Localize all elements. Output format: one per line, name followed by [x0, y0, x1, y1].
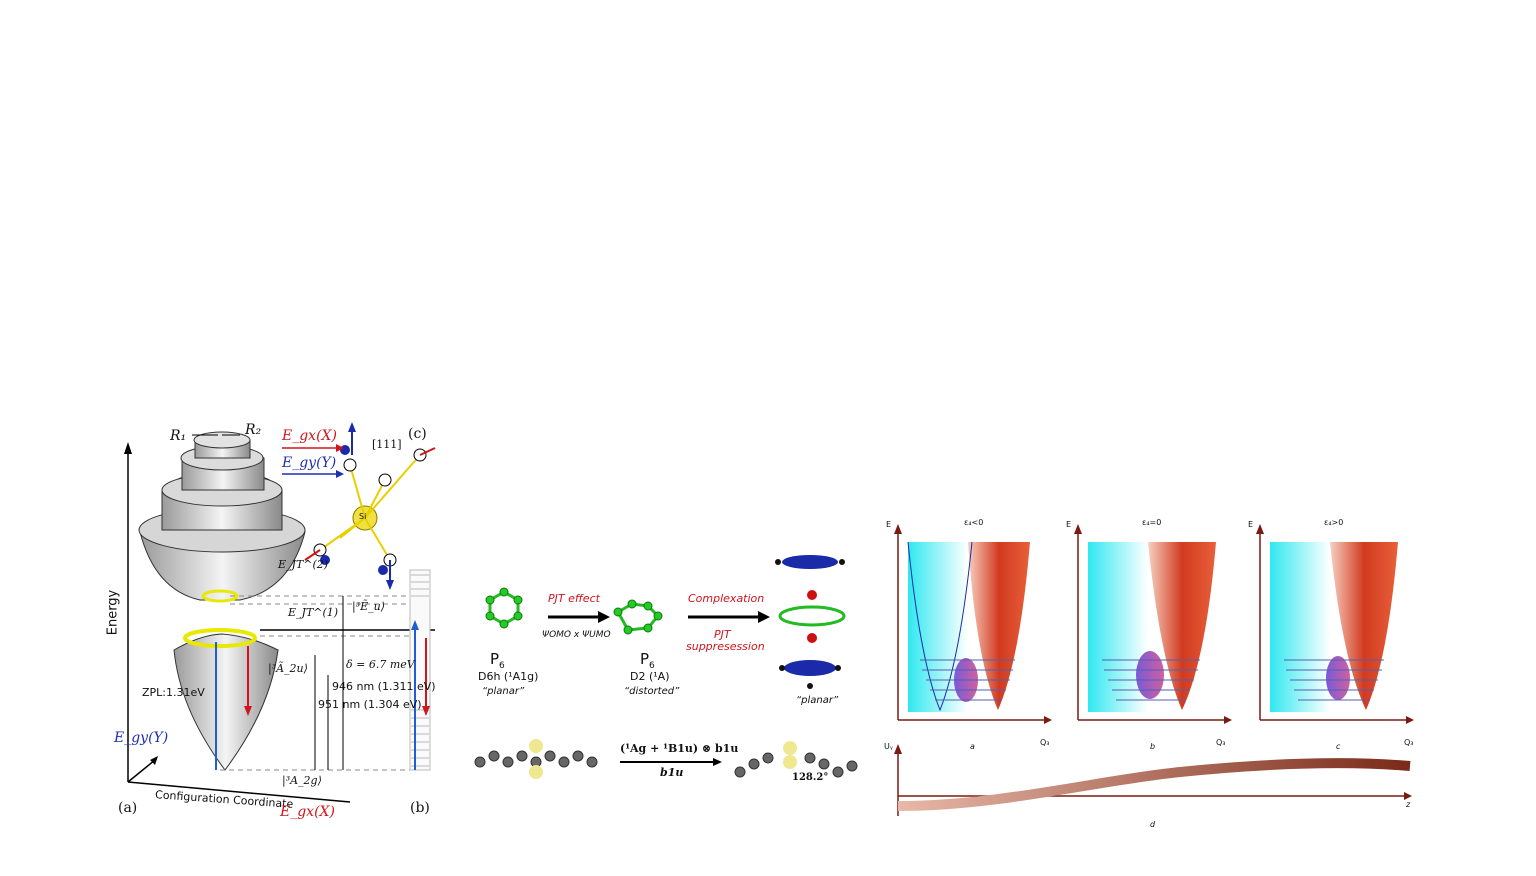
- letter-a: a: [970, 742, 975, 751]
- delta-label: δ = 6.7 meV: [346, 658, 415, 671]
- a2g-state-label: |³A_2g⟩: [282, 774, 322, 787]
- si-atom-label: Si: [359, 512, 367, 521]
- label-b: (b): [410, 800, 430, 816]
- u-axis-label: Uᵧ: [884, 742, 893, 751]
- e-axis-b: E: [1066, 520, 1072, 529]
- panel-b-pjt-diagram: P6 D6h (¹A1g) “planar” PJT effect ΨOMO x…: [460, 550, 870, 800]
- eu-state-label: |³Ẽ_u⟩: [352, 600, 386, 613]
- energy-axis-label: Energy: [105, 589, 121, 636]
- egy-top-label: E_gy(Y): [282, 455, 337, 471]
- label-c: (c): [408, 426, 427, 442]
- complexation-label: Complexation: [688, 592, 765, 605]
- label-a: (a): [118, 800, 138, 816]
- egy-left-label: E_gy(Y): [114, 730, 169, 746]
- distorted-label: “distorted”: [624, 686, 680, 697]
- ejt2-label: E_JT^(2): [278, 558, 329, 571]
- r1-label: R₁: [170, 428, 187, 444]
- symmetry-mid-label: D2 (¹A): [630, 670, 670, 683]
- panel-a-energy-diagram: Energy Configuration Coordinate R₁ R₂ E_…: [100, 410, 445, 830]
- eps-a-label: ε₄<0: [964, 518, 984, 527]
- egx-bottom-label: E_gx(X): [280, 804, 335, 820]
- d-label: d: [1150, 820, 1156, 829]
- p6-mid-label: P6: [640, 650, 655, 671]
- zpl-label: ZPL:1.31eV: [142, 686, 205, 699]
- reaction-top-label: (¹Ag + ¹B1u) ⊗ b1u: [620, 742, 739, 755]
- nm946-label: 946 nm (1.311 eV): [332, 680, 436, 693]
- r2-label: R₂: [245, 422, 262, 438]
- symmetry-left-label: D6h (¹A1g): [478, 670, 539, 683]
- dir-111-label: [111]: [372, 438, 402, 451]
- planar-right-label: “planar”: [796, 695, 839, 706]
- p6-left-label: P6: [490, 650, 505, 671]
- panel-b-graphics: [474, 555, 858, 779]
- z-axis-label: z: [1406, 800, 1411, 809]
- panel-c-potential-plots: ε₄<0 ε₄=0 ε₄>0 E E E a b c Q₃ Q₃ Q₃ Uᵧ z…: [880, 510, 1420, 840]
- a2u-state-label: |³Ã_2u⟩: [268, 662, 308, 675]
- plot-b-graphics: [1074, 524, 1232, 724]
- eps-b-label: ε₄=0: [1142, 518, 1162, 527]
- pjt-supp-label-1: PJT: [714, 628, 731, 641]
- q-axis-a: Q₃: [1040, 738, 1050, 747]
- psi-label: ΨOMO x ΨUMO: [542, 630, 611, 640]
- plot-a-graphics: [894, 524, 1052, 724]
- letter-c: c: [1336, 742, 1341, 751]
- letter-b: b: [1150, 742, 1156, 751]
- egx-top-label: E_gx(X): [282, 428, 337, 444]
- q-axis-c: Q₃: [1404, 738, 1414, 747]
- q-axis-b: Q₃: [1216, 738, 1226, 747]
- planar-left-label: “planar”: [482, 686, 525, 697]
- ejt1-label: E_JT^(1): [288, 606, 339, 619]
- panel-c-graphics: [894, 524, 1414, 816]
- nm951-label: 951 nm (1.304 eV): [318, 698, 422, 711]
- plot-c-graphics: [1256, 524, 1414, 724]
- e-axis-c: E: [1248, 520, 1254, 529]
- eps-c-label: ε₄>0: [1324, 518, 1344, 527]
- pjt-effect-label: PJT effect: [548, 592, 600, 605]
- e-axis-a: E: [886, 520, 892, 529]
- reaction-bottom-label: b1u: [660, 766, 684, 779]
- angle-label: 128.2°: [792, 772, 829, 783]
- panel-a-graphics: [124, 422, 436, 803]
- pjt-supp-label-2: suppresession: [686, 640, 765, 653]
